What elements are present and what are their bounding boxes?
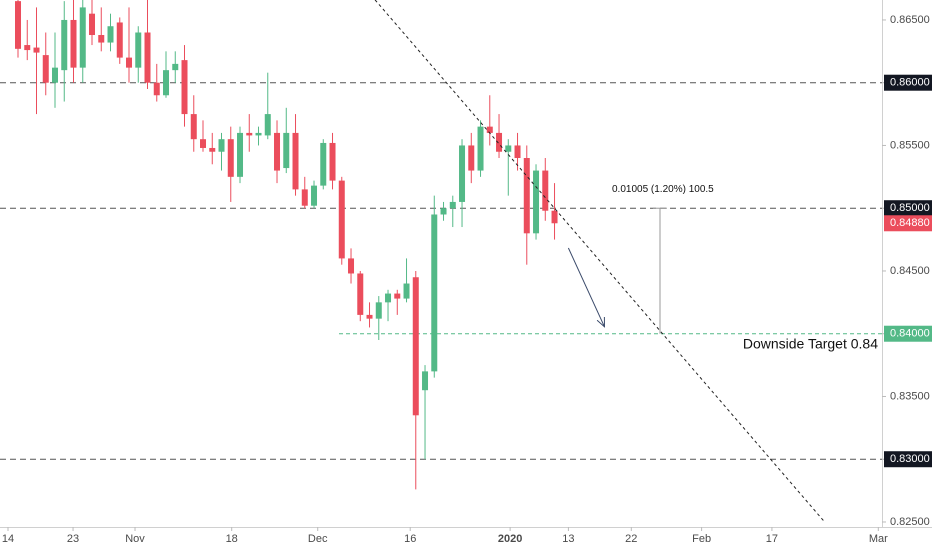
candle-body xyxy=(237,132,244,177)
candle-body xyxy=(15,1,22,49)
candle-body xyxy=(422,371,429,391)
candle-body xyxy=(496,132,503,152)
candle-body xyxy=(523,158,530,234)
y-tick-label: 0.85000 xyxy=(890,202,930,214)
candle-body xyxy=(70,19,77,68)
candle-body xyxy=(126,57,133,68)
candle-body xyxy=(61,19,68,71)
plot-area xyxy=(0,0,882,523)
y-tick-label: 0.86000 xyxy=(890,77,930,89)
measure-label: 0.01005 (1.20%) 100.5 xyxy=(612,184,714,195)
y-tick-label: 0.83500 xyxy=(890,390,930,402)
y-tick-label: 0.86500 xyxy=(890,14,930,26)
candle-body xyxy=(200,139,207,148)
candle-body xyxy=(283,132,290,169)
candle-body xyxy=(79,7,86,68)
candle-body xyxy=(33,47,40,53)
candle-body xyxy=(551,210,558,224)
x-tick-label: Feb xyxy=(692,533,711,545)
candle-body xyxy=(144,32,151,83)
candle-body xyxy=(394,293,401,299)
candle-body xyxy=(320,142,327,186)
last-price-label: 0.84880 xyxy=(890,217,930,229)
candle-body xyxy=(477,126,484,171)
candle-body xyxy=(329,142,336,181)
x-tick-label: 13 xyxy=(562,533,574,545)
candle-body xyxy=(357,273,364,315)
candle-body xyxy=(218,139,225,152)
candle-body xyxy=(403,283,410,299)
candle-body xyxy=(89,13,96,36)
candle-body xyxy=(348,258,355,274)
price-badge xyxy=(884,74,932,91)
candle-body xyxy=(505,145,512,152)
x-tick-label: 16 xyxy=(404,533,416,545)
x-tick-label: 14 xyxy=(2,533,14,545)
target-label: Downside Target 0.84 xyxy=(743,335,878,351)
candle-body xyxy=(181,60,188,115)
candle-body xyxy=(440,208,447,215)
candle-body xyxy=(163,70,170,96)
candle-body xyxy=(449,201,456,209)
candle-body xyxy=(255,132,262,136)
candle-body xyxy=(459,145,466,202)
candle-body xyxy=(190,114,197,140)
candle-body xyxy=(301,189,308,206)
candle-body xyxy=(107,26,114,43)
candle-body xyxy=(514,145,521,159)
candle-body xyxy=(338,180,345,259)
candle-body xyxy=(468,145,475,171)
candle-body xyxy=(52,67,59,83)
candle-body xyxy=(274,132,281,171)
candle-body xyxy=(172,63,179,71)
price-badge xyxy=(884,325,932,342)
candle-body xyxy=(431,214,438,372)
candle-body xyxy=(116,22,123,58)
candle-body xyxy=(209,147,216,152)
projection-arrow xyxy=(567,247,604,327)
x-tick-label: Dec xyxy=(308,533,328,545)
candle-body xyxy=(246,132,253,136)
candle-body xyxy=(486,126,493,133)
candle-body xyxy=(375,302,382,319)
candle-body xyxy=(542,170,549,211)
candle-body xyxy=(385,293,392,303)
candle-body xyxy=(533,170,540,234)
x-tick-label: 17 xyxy=(766,533,778,545)
candle-body xyxy=(292,132,299,190)
price-badge xyxy=(884,200,932,217)
candle-body xyxy=(42,55,49,83)
x-tick-label: Nov xyxy=(125,533,145,545)
candle-body xyxy=(412,277,419,416)
y-tick-label: 0.84500 xyxy=(890,265,930,277)
x-tick-label: 18 xyxy=(226,533,238,545)
y-tick-label: 0.82500 xyxy=(890,516,930,528)
y-tick-label: 0.84000 xyxy=(890,328,930,340)
price-badge xyxy=(884,451,932,468)
candle-body xyxy=(264,114,271,136)
y-tick-label: 0.83000 xyxy=(890,453,930,465)
candle-body xyxy=(153,82,160,96)
x-tick-label: 2020 xyxy=(498,533,522,545)
x-tick-label: 22 xyxy=(625,533,637,545)
trendline xyxy=(374,0,826,523)
y-tick-label: 0.85500 xyxy=(890,139,930,151)
candle-body xyxy=(311,185,318,206)
candle-body xyxy=(24,45,31,51)
candle-body xyxy=(98,35,105,43)
x-tick-label: Mar xyxy=(869,533,888,545)
last-price-badge xyxy=(884,215,932,232)
candle-body xyxy=(227,139,234,177)
x-tick-label: 23 xyxy=(67,533,79,545)
candle-body xyxy=(135,32,142,68)
candle-body xyxy=(366,314,373,319)
